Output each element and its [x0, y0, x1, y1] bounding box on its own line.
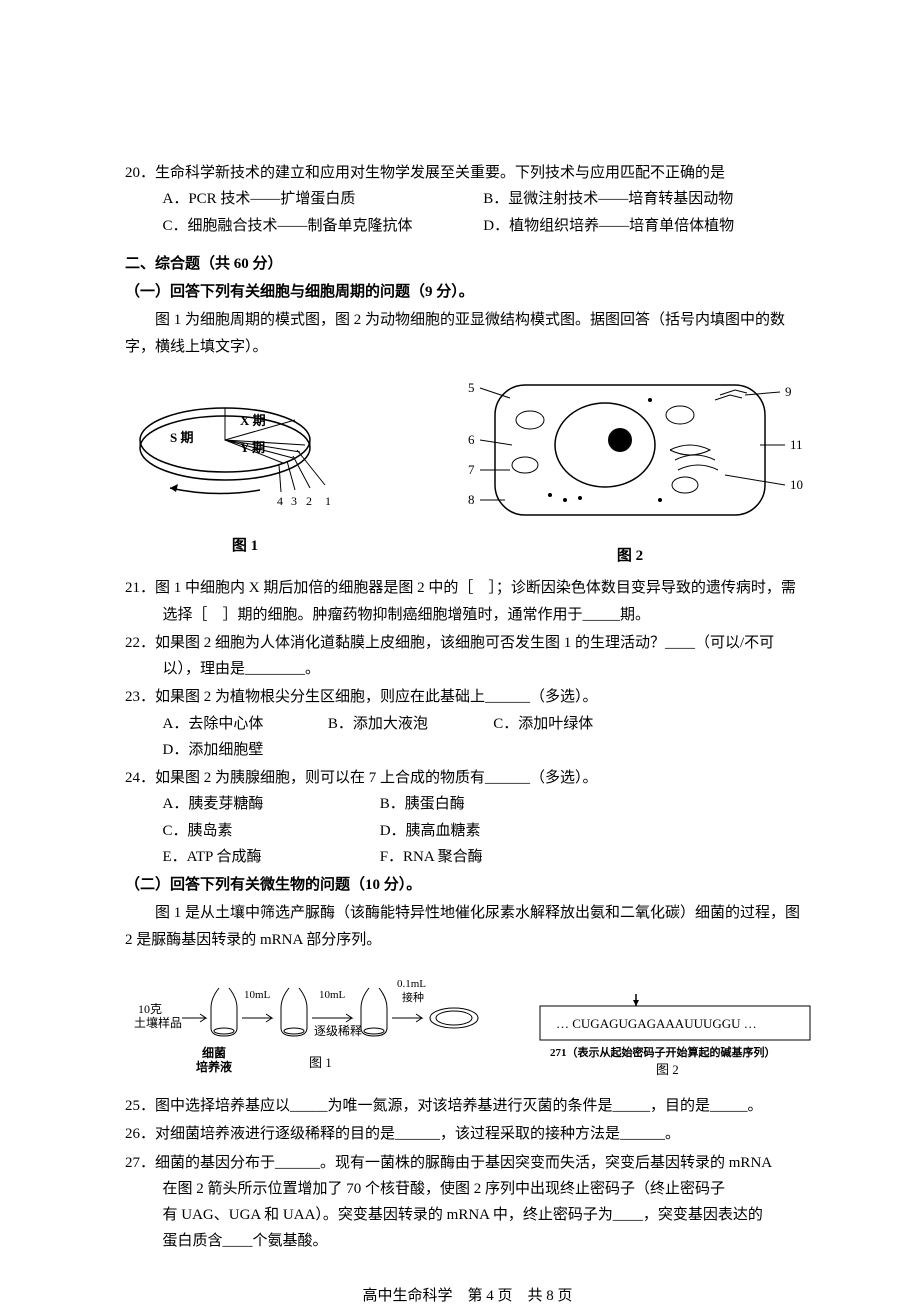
q26-num: 26．: [125, 1126, 155, 1142]
q27-text1: 细菌的基因分布于______。现有一菌株的脲酶由于基因突变而失活，突变后基因转录…: [155, 1155, 772, 1171]
svg-text:7: 7: [468, 462, 475, 477]
question-25: 25．图中选择培养基应以_____为唯一氮源，对该培养基进行灭菌的条件是____…: [125, 1093, 810, 1119]
q27-text2: 在图 2 箭头所示位置增加了 70 个核苷酸，使图 2 序列中出现终止密码子（终…: [125, 1176, 810, 1202]
figure-row-2: 10克 土壤样品 10mL 10mL 逐级稀释 0.1mL 接种 细菌 培养液 …: [125, 963, 810, 1087]
q22-num: 22．: [125, 635, 155, 651]
q27-text3: 有 UAG、UGA 和 UAA）。突变基因转录的 mRNA 中，终止密码子为__…: [125, 1202, 810, 1228]
q24-num: 24．: [125, 770, 155, 786]
svg-text:11: 11: [790, 437, 803, 452]
q20-opt-d: D．植物组织培养——培育单倍体植物: [483, 213, 794, 239]
svg-text:6: 6: [468, 432, 475, 447]
question-21: 21．图 1 中细胞内 X 期后加倍的细胞器是图 2 中的［ ］；诊断因染色体数…: [125, 575, 810, 628]
question-23: 23．如果图 2 为植物根尖分生区细胞，则应在此基础上______（多选）。 A…: [125, 684, 810, 763]
fig1-y: Y 期: [240, 440, 265, 455]
figb1-label: 图 1: [309, 1055, 332, 1070]
q20-opt-c: C．细胞融合技术——制备单克隆抗体: [163, 213, 474, 239]
figb2-label: 图 2: [656, 1062, 679, 1077]
q24-opt-b: B．胰蛋白酶: [380, 791, 587, 817]
figure-2: 5 6 7 8 9 11 10 图 2: [450, 370, 810, 570]
svg-text:4: 4: [277, 494, 283, 508]
question-27: 27．细菌的基因分布于______。现有一菌株的脲酶由于基因突变而失活，突变后基…: [125, 1150, 810, 1255]
cell-structure-diagram: 5 6 7 8 9 11 10: [450, 370, 810, 530]
figure-2-label: 图 2: [450, 543, 810, 569]
figure-1-label: 图 1: [125, 533, 365, 559]
figb2-seq: … CUGAGUGAGAAAUUUGGU …: [556, 1016, 757, 1031]
svg-text:10克: 10克: [138, 1002, 162, 1016]
q24-opt-d: D．胰高血糖素: [380, 818, 587, 844]
q23-opt-a: A．去除中心体: [163, 711, 318, 737]
subsection-1-intro: 图 1 为细胞周期的模式图，图 2 为动物细胞的亚显微结构模式图。据图回答（括号…: [125, 307, 810, 360]
question-22: 22．如果图 2 细胞为人体消化道黏膜上皮细胞，该细胞可否发生图 1 的生理活动…: [125, 630, 810, 683]
dilution-diagram: 10克 土壤样品 10mL 10mL 逐级稀释 0.1mL 接种 细菌 培养液 …: [134, 963, 514, 1078]
svg-text:培养液: 培养液: [196, 1059, 232, 1074]
q24-opt-c: C．胰岛素: [163, 818, 370, 844]
question-26: 26．对细菌培养液进行逐级稀释的目的是______，该过程采取的接种方法是___…: [125, 1121, 810, 1147]
svg-text:逐级稀释: 逐级稀释: [314, 1024, 362, 1038]
svg-text:2: 2: [306, 494, 312, 508]
subsection-1-title: （一）回答下列有关细胞与细胞周期的问题（9 分）。: [125, 279, 810, 305]
q22-text: 如果图 2 细胞为人体消化道黏膜上皮细胞，该细胞可否发生图 1 的生理活动？__…: [155, 635, 774, 677]
figure-b2: … CUGAGUGAGAAAUUUGGU … 271（表示从起始密码子开始算起的…: [536, 988, 810, 1087]
svg-text:细菌: 细菌: [202, 1045, 226, 1060]
svg-text:10: 10: [790, 477, 803, 492]
q26-text: 对细菌培养液进行逐级稀释的目的是______，该过程采取的接种方法是______…: [155, 1126, 680, 1142]
svg-text:接种: 接种: [402, 990, 424, 1004]
page-footer: 高中生命科学 第 4 页 共 8 页: [125, 1283, 810, 1309]
q24-opt-f: F．RNA 聚合酶: [380, 844, 587, 870]
q21-num: 21．: [125, 580, 155, 596]
q23-opt-b: B．添加大液泡: [328, 711, 483, 737]
svg-text:0.1mL: 0.1mL: [397, 978, 426, 990]
q21-text: 图 1 中细胞内 X 期后加倍的细胞器是图 2 中的［ ］；诊断因染色体数目变异…: [155, 580, 796, 622]
svg-text:9: 9: [785, 384, 792, 399]
svg-text:土壤样品: 土壤样品: [134, 1015, 182, 1030]
figb2-note: 271（表示从起始密码子开始算起的碱基序列）: [550, 1045, 776, 1059]
svg-text:5: 5: [468, 380, 475, 395]
q24-opt-e: E．ATP 合成酶: [163, 844, 370, 870]
q24-opt-a: A．胰麦芽糖酶: [163, 791, 370, 817]
q20-text: 生命科学新技术的建立和应用对生物学发展至关重要。下列技术与应用匹配不正确的是: [155, 165, 725, 181]
q20-opt-a: A．PCR 技术——扩增蛋白质: [163, 186, 474, 212]
q24-text: 如果图 2 为胰腺细胞，则可以在 7 上合成的物质有______（多选）。: [155, 770, 598, 786]
fig1-x: X 期: [240, 413, 266, 428]
figure-1: S 期 X 期 Y 期 4 3 2 1 图 1: [125, 370, 365, 560]
fig1-s: S 期: [170, 430, 193, 445]
cell-cycle-diagram: S 期 X 期 Y 期 4 3 2 1: [125, 370, 365, 520]
q25-text: 图中选择培养基应以_____为唯一氮源，对该培养基进行灭菌的条件是_____，目…: [155, 1098, 763, 1114]
question-20: 20．生命科学新技术的建立和应用对生物学发展至关重要。下列技术与应用匹配不正确的…: [125, 160, 810, 239]
q25-num: 25．: [125, 1098, 155, 1114]
subsection-2-intro: 图 1 是从土壤中筛选产脲酶（该酶能特异性地催化尿素水解释放出氨和二氧化碳）细菌…: [125, 900, 810, 953]
q20-num: 20．: [125, 165, 155, 181]
q23-opt-d: D．添加细胞壁: [163, 737, 318, 763]
q23-text: 如果图 2 为植物根尖分生区细胞，则应在此基础上______（多选）。: [155, 689, 598, 705]
svg-text:1: 1: [325, 494, 331, 508]
subsection-2-title: （二）回答下列有关微生物的问题（10 分）。: [125, 872, 810, 898]
q20-stem: 20．生命科学新技术的建立和应用对生物学发展至关重要。下列技术与应用匹配不正确的…: [125, 160, 810, 186]
figure-b1: 10克 土壤样品 10mL 10mL 逐级稀释 0.1mL 接种 细菌 培养液 …: [125, 963, 522, 1087]
q23-opt-c: C．添加叶绿体: [493, 711, 648, 737]
svg-text:10mL: 10mL: [319, 989, 346, 1001]
svg-text:3: 3: [291, 494, 297, 508]
svg-text:8: 8: [468, 492, 475, 507]
q23-num: 23．: [125, 689, 155, 705]
q27-num: 27．: [125, 1155, 155, 1171]
mrna-diagram: … CUGAGUGAGAAAUUUGGU … 271（表示从起始密码子开始算起的…: [536, 988, 816, 1078]
svg-text:10mL: 10mL: [244, 989, 271, 1001]
q27-text4: 蛋白质含____个氨基酸。: [125, 1233, 328, 1249]
section-2-title: 二、综合题（共 60 分）: [125, 251, 810, 277]
figure-row-1: S 期 X 期 Y 期 4 3 2 1 图 1: [125, 370, 810, 570]
question-24: 24．如果图 2 为胰腺细胞，则可以在 7 上合成的物质有______（多选）。…: [125, 765, 810, 870]
q20-opt-b: B．显微注射技术——培育转基因动物: [483, 186, 794, 212]
q20-options: A．PCR 技术——扩增蛋白质 B．显微注射技术——培育转基因动物 C．细胞融合…: [125, 186, 810, 239]
